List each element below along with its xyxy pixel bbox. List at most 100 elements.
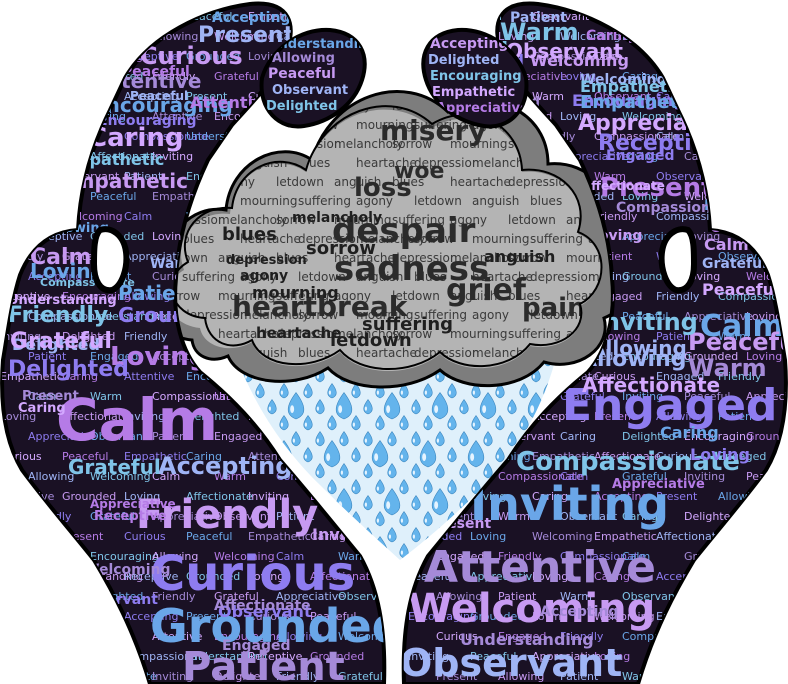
cloud-word: anguish [472,194,519,208]
hand-word: Engaged [436,550,484,563]
hand-word: Friendly [152,70,196,83]
cloud-word: letdown [530,308,578,322]
cloud-word: suffering [298,194,351,208]
hand-word: Loving [746,310,782,323]
cloud-word: heartache [218,327,279,341]
raindrop-highlight [352,422,355,427]
hand-word: Engaged [222,638,291,654]
left-finger-word-cloud: UnderstandingAllowingPeacefulObservantDe… [266,37,365,114]
raindrop-highlight [520,390,523,395]
hand-word: Appreciative [684,310,753,323]
right-finger-word-cloud: AcceptingDelightedEncouragingEmpatheticA… [428,36,529,116]
cloud-mid-layer [167,109,602,372]
hand-word: Understanding [460,630,594,649]
hand-word: Appreciative [470,570,539,583]
hand-word: Affectionate [214,598,311,614]
hand-word: Warm [500,18,579,46]
hand-word: Welcoming [214,550,275,563]
hand-word: Welcoming [532,530,593,543]
cloud-word: agony [450,213,487,227]
hand-word: Peaceful [408,570,454,583]
cloud-word: suffering [182,270,235,284]
raindrop-highlight [470,453,475,461]
hand-word: Calm [594,50,622,63]
raindrop-highlight [386,501,391,509]
hand-word: Curious [140,42,243,70]
raindrop-highlight [376,518,379,523]
hand-word: Accepting [28,270,83,283]
cloud-word: melancholy [240,308,309,322]
cloud-word: agony [334,289,371,303]
cloud-word: letdown [414,194,462,208]
raindrop-highlight [460,438,463,443]
hand-word: Appreciative [436,101,529,116]
hand-word: Delighted [266,99,337,114]
hand-word: Compassionate [718,290,788,303]
cloud-word: sorrow [160,289,200,303]
cloud-word: mourning [218,289,276,303]
hand-word: Compassionate [498,470,583,483]
hand-word: Loving [622,190,658,203]
hand-word: Friendly [560,630,604,643]
hand-word: Encouraging [214,630,283,643]
hand-word: Delighted [428,53,499,68]
raindrop-highlight [352,486,355,491]
hand-word: Welcoming [580,72,667,88]
hand-word: Friendly [498,550,542,563]
hand-word: Empathetic [124,450,187,463]
hand-word: Grateful [214,590,259,603]
cloud-word: sorrow [508,251,548,265]
hand-word: Receptive [124,570,179,583]
hand-word: Observant [560,510,618,523]
hand-word: Curious [124,530,166,543]
cloud-word: suffering [414,308,467,322]
hand-word: Accepting [532,410,587,423]
cloud-word: anguish [334,175,381,189]
hand-word: Engaged [562,380,777,431]
raindrop-highlight [326,453,331,461]
hand-word: Inviting [0,330,41,343]
hand-word: Grounded [150,599,405,653]
hand-word: Delighted [186,410,239,423]
hand-word: Grounded [310,650,364,663]
hand-word: Welcoming [594,610,655,623]
hand-word: Present [594,410,636,423]
cloud-word: depression [392,251,457,265]
hand-word: Allowing [656,410,702,423]
raindrop-highlight [508,438,511,443]
raindrop-highlight [412,502,415,507]
cloud-word: melancholy [450,251,519,265]
raindrop-highlight [472,422,475,427]
hand-word: Accepting [540,604,618,620]
raindrop-highlight [352,454,355,459]
hand-word: Caring [594,570,630,583]
hand-word: Present [600,173,714,203]
right-thumbnail [658,226,698,294]
hand-word: Observant [90,430,148,443]
cloud-word: suffering [508,327,561,341]
hand-word: Welcoming [622,110,683,123]
cloud-word: suffering [392,213,445,227]
raindrop-highlight [376,390,379,395]
hand-word: Engaged [718,450,766,463]
cloud-word: depression [414,156,479,170]
hand-word: Understanding [8,293,117,308]
hand-word: Grounded [746,430,788,443]
raindrop-highlight [388,438,391,443]
hand-word: Encouraging [684,430,753,443]
hand-word: Inviting [408,650,449,663]
hand-word: Accepting [124,610,179,623]
raindrop-highlight [352,390,355,395]
hand-word: Encouraging [572,91,685,110]
raindrop-highlight [412,534,415,539]
hand-word: Loving [470,530,506,543]
hand-word: Engaged [606,148,675,164]
cloud-word: mourning [240,194,298,208]
raindrop-highlight [424,422,427,427]
raindrop-highlight [304,390,307,395]
hand-word: Calm [30,245,91,270]
hand-word: Welcoming [338,630,399,643]
raindrop-highlight [376,422,379,427]
cloud-word: blues [414,270,446,284]
